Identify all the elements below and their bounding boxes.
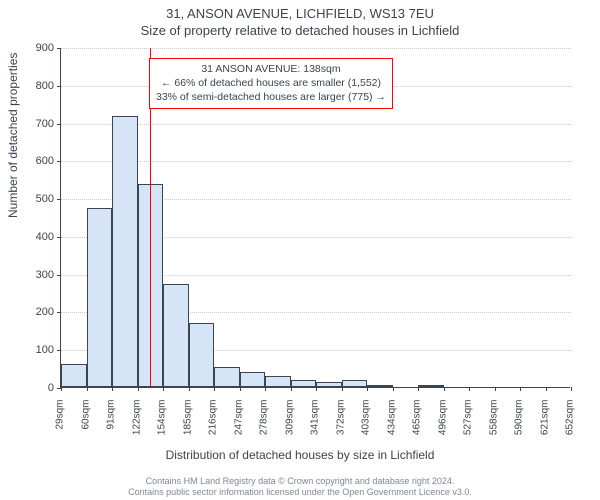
xtick-label: 91sqm bbox=[106, 400, 117, 450]
gridline bbox=[61, 48, 571, 49]
gridline bbox=[61, 161, 571, 162]
xtick-mark bbox=[520, 387, 521, 391]
histogram-bar bbox=[418, 385, 444, 387]
xtick-mark bbox=[138, 387, 139, 391]
histogram-bar bbox=[342, 380, 368, 387]
xtick-label: 403sqm bbox=[361, 400, 372, 450]
xtick-mark bbox=[495, 387, 496, 391]
xtick-label: 496sqm bbox=[437, 400, 448, 450]
xtick-mark bbox=[342, 387, 343, 391]
ytick-mark bbox=[57, 161, 61, 162]
ytick-label: 500 bbox=[14, 193, 54, 205]
xtick-mark bbox=[571, 387, 572, 391]
xtick-mark bbox=[367, 387, 368, 391]
ytick-label: 900 bbox=[14, 42, 54, 54]
title-subtitle: Size of property relative to detached ho… bbox=[0, 21, 600, 38]
xtick-mark bbox=[214, 387, 215, 391]
xtick-label: 247sqm bbox=[233, 400, 244, 450]
annotation-line: 33% of semi-detached houses are larger (… bbox=[156, 90, 386, 104]
ytick-mark bbox=[57, 199, 61, 200]
xtick-label: 216sqm bbox=[208, 400, 219, 450]
xtick-label: 590sqm bbox=[514, 400, 525, 450]
histogram-bar bbox=[189, 323, 215, 387]
footer-line1: Contains HM Land Registry data © Crown c… bbox=[0, 476, 600, 487]
histogram-bar bbox=[316, 382, 342, 387]
xtick-mark bbox=[393, 387, 394, 391]
xtick-label: 154sqm bbox=[157, 400, 168, 450]
ytick-label: 100 bbox=[14, 344, 54, 356]
xtick-label: 527sqm bbox=[463, 400, 474, 450]
annotation-line: 31 ANSON AVENUE: 138sqm bbox=[156, 62, 386, 76]
xtick-mark bbox=[163, 387, 164, 391]
footer-attribution: Contains HM Land Registry data © Crown c… bbox=[0, 476, 600, 499]
xtick-label: 652sqm bbox=[565, 400, 576, 450]
ytick-mark bbox=[57, 312, 61, 313]
chart-container: 31, ANSON AVENUE, LICHFIELD, WS13 7EU Si… bbox=[0, 0, 600, 500]
ytick-label: 800 bbox=[14, 80, 54, 92]
xtick-mark bbox=[189, 387, 190, 391]
ytick-mark bbox=[57, 86, 61, 87]
annotation-box: 31 ANSON AVENUE: 138sqm← 66% of detached… bbox=[149, 58, 393, 109]
plot-region: 31 ANSON AVENUE: 138sqm← 66% of detached… bbox=[60, 48, 570, 388]
xtick-mark bbox=[444, 387, 445, 391]
histogram-bar bbox=[367, 385, 393, 387]
xtick-mark bbox=[469, 387, 470, 391]
xtick-mark bbox=[316, 387, 317, 391]
xtick-label: 278sqm bbox=[259, 400, 270, 450]
xtick-mark bbox=[87, 387, 88, 391]
xtick-label: 621sqm bbox=[539, 400, 550, 450]
histogram-bar bbox=[240, 372, 266, 387]
xtick-mark bbox=[418, 387, 419, 391]
ytick-mark bbox=[57, 48, 61, 49]
xtick-mark bbox=[265, 387, 266, 391]
xtick-label: 558sqm bbox=[488, 400, 499, 450]
ytick-label: 0 bbox=[14, 382, 54, 394]
xtick-label: 465sqm bbox=[412, 400, 423, 450]
ytick-label: 200 bbox=[14, 306, 54, 318]
histogram-bar bbox=[291, 380, 317, 387]
ytick-mark bbox=[57, 237, 61, 238]
xtick-label: 185sqm bbox=[182, 400, 193, 450]
gridline bbox=[61, 124, 571, 125]
xtick-label: 341sqm bbox=[310, 400, 321, 450]
annotation-line: ← 66% of detached houses are smaller (1,… bbox=[156, 76, 386, 90]
xtick-label: 309sqm bbox=[284, 400, 295, 450]
histogram-bar bbox=[214, 367, 240, 387]
ytick-label: 700 bbox=[14, 118, 54, 130]
ytick-mark bbox=[57, 350, 61, 351]
xtick-mark bbox=[61, 387, 62, 391]
xtick-mark bbox=[240, 387, 241, 391]
histogram-bar bbox=[87, 208, 113, 387]
xtick-label: 434sqm bbox=[386, 400, 397, 450]
ytick-label: 300 bbox=[14, 269, 54, 281]
ytick-label: 600 bbox=[14, 155, 54, 167]
xtick-label: 122sqm bbox=[131, 400, 142, 450]
xtick-mark bbox=[546, 387, 547, 391]
histogram-bar bbox=[163, 284, 189, 387]
xtick-label: 29sqm bbox=[55, 400, 66, 450]
title-address: 31, ANSON AVENUE, LICHFIELD, WS13 7EU bbox=[0, 0, 600, 21]
histogram-bar bbox=[265, 376, 291, 387]
histogram-bar bbox=[112, 116, 138, 387]
xtick-label: 60sqm bbox=[80, 400, 91, 450]
ytick-label: 400 bbox=[14, 231, 54, 243]
xtick-mark bbox=[291, 387, 292, 391]
xtick-mark bbox=[112, 387, 113, 391]
x-axis-label: Distribution of detached houses by size … bbox=[0, 448, 600, 462]
chart-area: 31 ANSON AVENUE: 138sqm← 66% of detached… bbox=[60, 48, 570, 388]
ytick-mark bbox=[57, 124, 61, 125]
xtick-label: 372sqm bbox=[335, 400, 346, 450]
ytick-mark bbox=[57, 275, 61, 276]
footer-line2: Contains public sector information licen… bbox=[0, 487, 600, 498]
histogram-bar bbox=[61, 364, 87, 387]
